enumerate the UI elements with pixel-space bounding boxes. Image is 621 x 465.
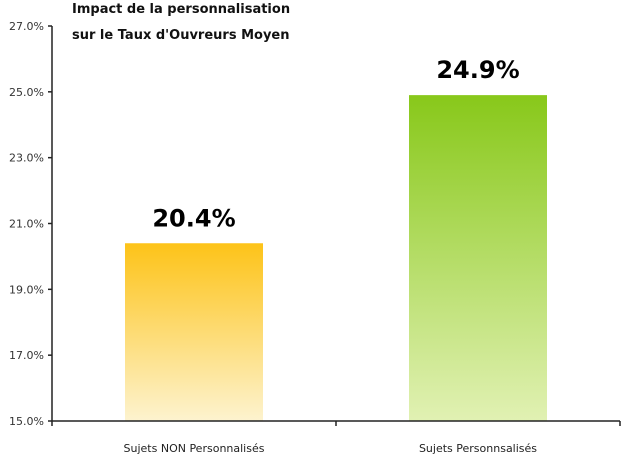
chart-title-line-2: sur le Taux d'Ouvreurs Moyen — [72, 28, 290, 43]
data-label: 20.4% — [152, 204, 235, 232]
data-label: 24.9% — [436, 56, 519, 84]
y-tick-label: 21.0% — [9, 218, 44, 231]
bar — [125, 243, 263, 421]
y-tick-label: 25.0% — [9, 86, 44, 99]
x-tick-label: Sujets NON Personnalisés — [124, 442, 265, 455]
y-tick-label: 19.0% — [9, 283, 44, 296]
y-tick-label: 17.0% — [9, 349, 44, 362]
y-tick-label: 15.0% — [9, 415, 44, 428]
bar — [409, 95, 547, 421]
y-tick-label: 27.0% — [9, 20, 44, 33]
x-tick-label: Sujets Personnsalisés — [419, 442, 537, 455]
chart-title-line-1: Impact de la personnalisation — [72, 2, 291, 17]
y-tick-label: 23.0% — [9, 152, 44, 165]
